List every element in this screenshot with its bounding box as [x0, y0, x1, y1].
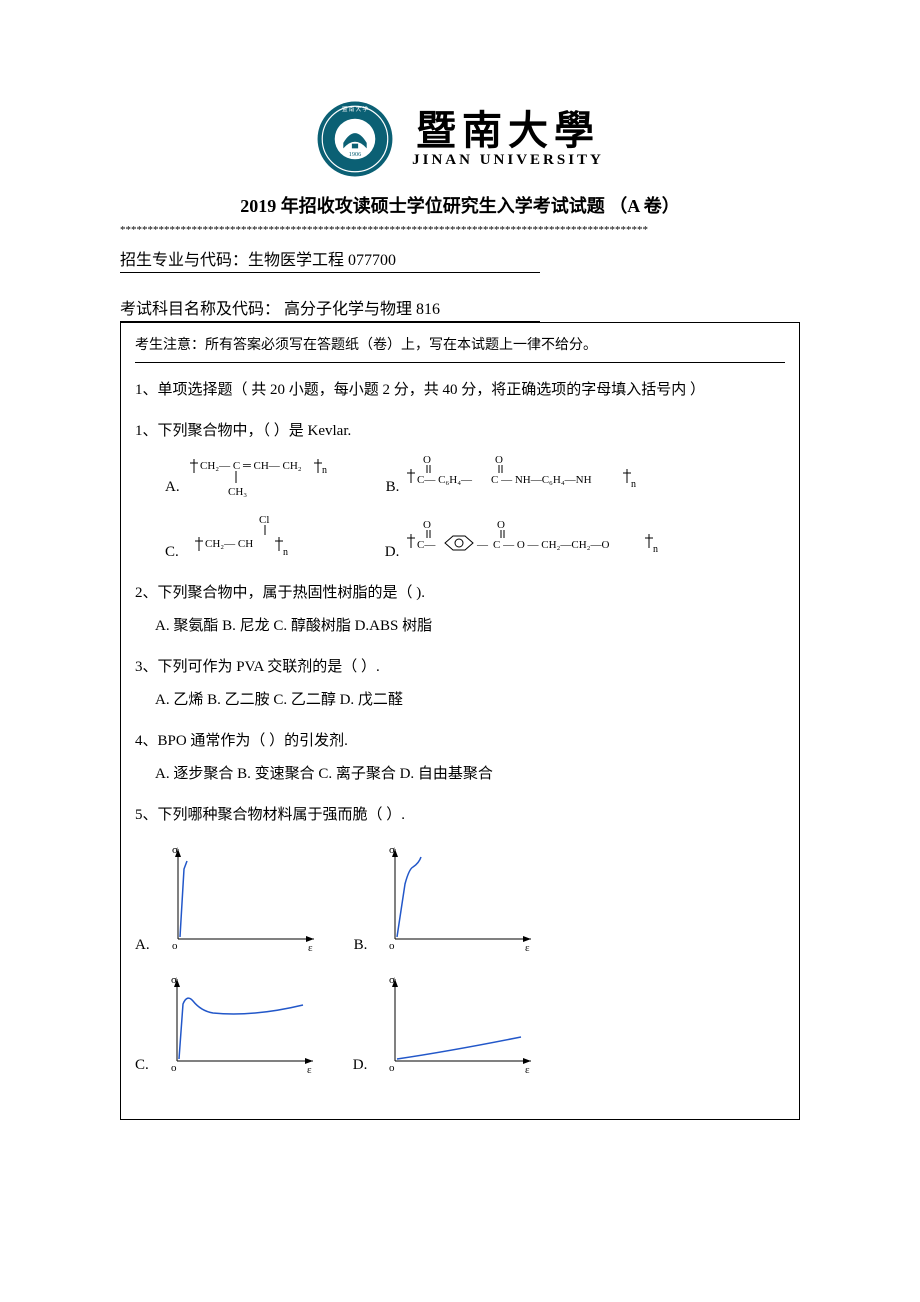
q1-a-label: A.: [165, 474, 180, 501]
exam-notice: 考生注意：所有答案必须写在答题纸（卷）上，写在本试题上一律不给分。: [135, 333, 785, 363]
q5-option-b: B. σ o ε: [354, 839, 542, 959]
q1-d-label: D.: [385, 539, 400, 566]
svg-text:n: n: [283, 547, 288, 558]
q1-option-a: A. CH₂— C ═ CH— CH₂ n CH₃: [165, 451, 346, 501]
svg-text:C — NH—C₆H₄—NH: C — NH—C₆H₄—NH: [491, 474, 592, 486]
q4-options: A. 逐步聚合 B. 变速聚合 C. 离子聚合 D. 自由基聚合: [135, 761, 785, 788]
svg-text:CH₂— C ═ CH— CH₂: CH₂— C ═ CH— CH₂: [200, 460, 302, 472]
svg-text:o: o: [389, 940, 395, 952]
meta-major: 招生专业与代码：生物医学工程 077700: [120, 246, 540, 273]
svg-text:n: n: [322, 465, 327, 476]
q1-c-label: C.: [165, 539, 179, 566]
q5-a-curve-icon: σ o ε: [154, 839, 324, 959]
svg-text:1906: 1906: [349, 151, 361, 158]
q2-options: A. 聚氨酯 B. 尼龙 C. 醇酸树脂 D.ABS 树脂: [135, 613, 785, 640]
q1-option-c: C. Cl CH₂— CH n: [165, 511, 325, 566]
q5-b-label: B.: [354, 932, 368, 959]
svg-text:O: O: [497, 519, 505, 531]
q1-a-structure-icon: CH₂— C ═ CH— CH₂ n CH₃: [186, 451, 346, 501]
q5-b-xlabel: ε: [525, 942, 530, 954]
q1-option-d: D. O C— — O C — O — CH₂—CH₂—O: [385, 516, 676, 566]
q5-a-label: A.: [135, 932, 150, 959]
q1-options-row2: C. Cl CH₂— CH n D. O: [135, 511, 785, 566]
q2-stem: 2、下列聚合物中，属于热固性树脂的是（ ).: [135, 580, 785, 607]
university-seal-icon: 1906 暨 南 大 学: [316, 100, 394, 178]
svg-text:o: o: [171, 1062, 177, 1074]
svg-text:CH₃: CH₃: [228, 486, 247, 498]
svg-text:O: O: [423, 519, 431, 531]
q5-d-curve-icon: σ o ε: [371, 969, 541, 1079]
q1-b-label: B.: [386, 474, 400, 501]
svg-text:C — O — CH₂—CH₂—O: C — O — CH₂—CH₂—O: [493, 539, 610, 551]
svg-text:Cl: Cl: [259, 514, 269, 526]
q3-stem: 3、下列可作为 PVA 交联剂的是（ ）.: [135, 654, 785, 681]
svg-text:n: n: [631, 479, 636, 490]
q5-curves-row1: A. σ o ε B. σ: [135, 839, 785, 959]
q5-curves-row2: C. σ o ε D. σ: [135, 969, 785, 1079]
q1-c-structure-icon: Cl CH₂— CH n: [185, 511, 325, 566]
svg-text:o: o: [389, 1062, 395, 1074]
q1-option-b: B. O C— C₆H₄— O C — NH—C₆H₄—NH n: [386, 451, 656, 501]
q1-stem: 1、下列聚合物中，（ ）是 Kevlar.: [135, 418, 785, 445]
page: 1906 暨 南 大 学 暨南大學 JINAN UNIVERSITY 2019 …: [0, 0, 920, 1160]
header-logo-row: 1906 暨 南 大 学 暨南大學 JINAN UNIVERSITY: [120, 100, 800, 178]
svg-text:o: o: [172, 940, 178, 952]
content-box: 考生注意：所有答案必须写在答题纸（卷）上，写在本试题上一律不给分。 1、单项选择…: [120, 322, 800, 1120]
q5-c-xlabel: ε: [307, 1064, 312, 1076]
q5-d-xlabel: ε: [525, 1064, 530, 1076]
q5-option-c: C. σ o ε: [135, 969, 323, 1079]
meta-subject: 考试科目名称及代码： 高分子化学与物理 816: [120, 295, 540, 322]
q5-b-curve-icon: σ o ε: [371, 839, 541, 959]
section1-header: 1、单项选择题（ 共 20 小题，每小题 2 分，共 40 分，将正确选项的字母…: [135, 377, 785, 404]
q4-stem: 4、BPO 通常作为（ ）的引发剂.: [135, 728, 785, 755]
university-name-block: 暨南大學 JINAN UNIVERSITY: [412, 111, 604, 168]
q5-c-curve-icon: σ o ε: [153, 969, 323, 1079]
svg-text:CH₂— CH: CH₂— CH: [205, 538, 253, 550]
q5-d-label: D.: [353, 1052, 368, 1079]
q5-option-d: D. σ o ε: [353, 969, 542, 1079]
q5-a-xlabel: ε: [308, 942, 313, 954]
university-name-en: JINAN UNIVERSITY: [412, 153, 604, 168]
q1-options-row1: A. CH₂— C ═ CH— CH₂ n CH₃ B. O: [135, 451, 785, 501]
q5-c-label: C.: [135, 1052, 149, 1079]
q3-options: A. 乙烯 B. 乙二胺 C. 乙二醇 D. 戊二醛: [135, 687, 785, 714]
svg-text:n: n: [653, 544, 658, 555]
svg-text:—: —: [476, 539, 489, 551]
q5-option-a: A. σ o ε: [135, 839, 324, 959]
q5-stem: 5、下列哪种聚合物材料属于强而脆（ ）.: [135, 802, 785, 829]
svg-text:O: O: [423, 454, 431, 466]
q1-b-structure-icon: O C— C₆H₄— O C — NH—C₆H₄—NH n: [405, 451, 655, 501]
separator-stars: ****************************************…: [120, 224, 800, 236]
svg-text:C— C₆H₄—: C— C₆H₄—: [417, 474, 473, 486]
exam-title: 2019 年招收攻读硕士学位研究生入学考试试题 （A 卷）: [120, 192, 800, 218]
svg-text:O: O: [495, 454, 503, 466]
university-name-cn: 暨南大學: [416, 111, 600, 151]
q1-d-structure-icon: O C— — O C — O — CH₂—CH₂—O n: [405, 516, 675, 566]
svg-text:C—: C—: [417, 539, 436, 551]
